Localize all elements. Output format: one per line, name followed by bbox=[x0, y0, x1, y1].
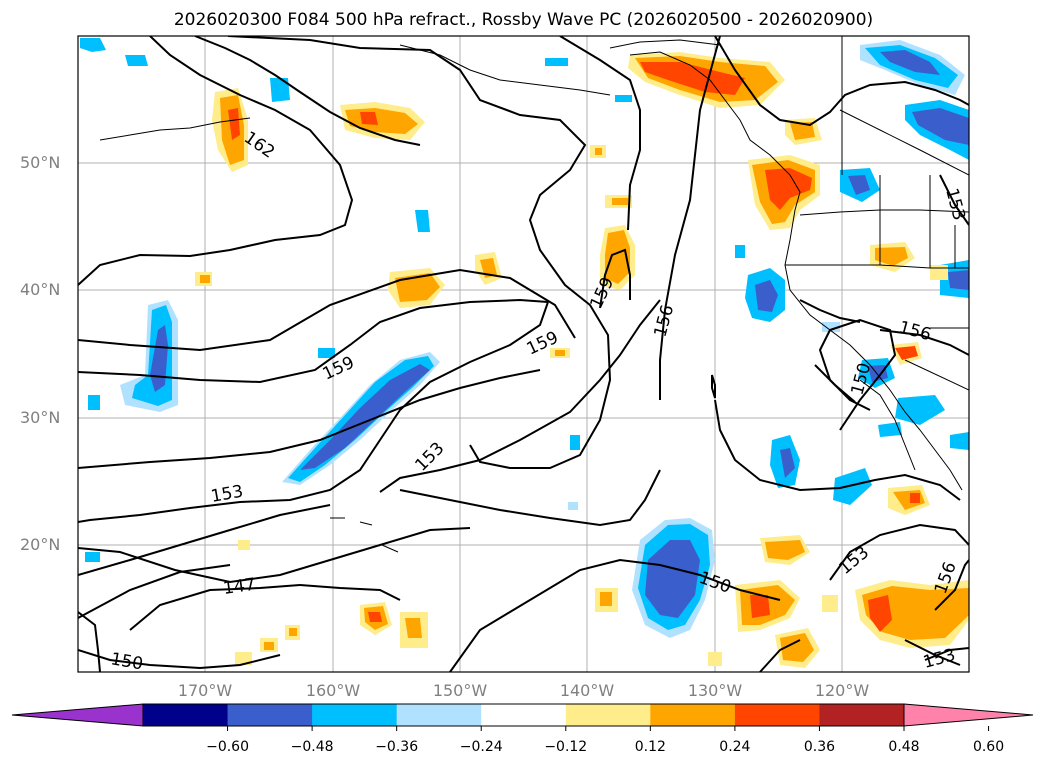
lon-label-120w: 120°W bbox=[814, 681, 870, 700]
colorbar-box bbox=[734, 704, 820, 726]
colorbar-tick-label: −0.12 bbox=[544, 739, 588, 755]
colorbar-box bbox=[565, 704, 651, 726]
contour-159c bbox=[78, 301, 549, 523]
positive-anomalies bbox=[195, 52, 969, 668]
contour-right bbox=[904, 639, 961, 666]
contour-159a bbox=[78, 268, 576, 352]
colorbar-tick-label: 0.12 bbox=[634, 739, 666, 755]
lat-label-50n: 50°N bbox=[20, 153, 61, 172]
contour-159d bbox=[599, 248, 631, 309]
contour-153g bbox=[829, 523, 969, 581]
colorbar-box bbox=[143, 704, 229, 726]
plot-area bbox=[78, 36, 969, 672]
contour-162b bbox=[194, 36, 421, 146]
plot-frame bbox=[77, 35, 970, 673]
colorbar-tick-label: 0.36 bbox=[803, 739, 836, 755]
lon-label-160w: 160°W bbox=[305, 681, 361, 700]
contour-150f bbox=[78, 564, 231, 619]
contour-small bbox=[711, 374, 716, 399]
colorbar-box bbox=[481, 704, 567, 726]
colorbar-extend-low bbox=[11, 703, 144, 727]
contour-156b bbox=[659, 36, 721, 400]
contour-153f bbox=[714, 399, 961, 501]
contour-153a bbox=[78, 369, 541, 469]
contour-label: 150 bbox=[109, 649, 144, 674]
contour-153b bbox=[78, 504, 331, 576]
colorbar-tick-label: −0.60 bbox=[206, 739, 249, 755]
lon-label-130w: 130°W bbox=[687, 681, 743, 700]
lat-label-40n: 40°N bbox=[20, 280, 61, 299]
colorbar-extend-high bbox=[903, 703, 1034, 727]
colorbar-box bbox=[227, 704, 313, 726]
lat-label-30n: 30°N bbox=[20, 408, 61, 427]
contour-153c bbox=[379, 299, 661, 493]
contour-150e bbox=[814, 364, 856, 403]
contours bbox=[78, 36, 969, 672]
colorbar-box bbox=[819, 704, 905, 726]
colorbar-tick-label: −0.24 bbox=[459, 739, 503, 755]
lon-label-140w: 140°W bbox=[559, 681, 615, 700]
colorbar-frame bbox=[142, 703, 905, 727]
gridlines bbox=[78, 36, 969, 672]
lon-label-170w: 170°W bbox=[177, 681, 233, 700]
contour-153i bbox=[799, 299, 861, 323]
colorbar-tick-label: 0.48 bbox=[888, 739, 920, 755]
contour-150c bbox=[449, 558, 781, 672]
contour-153d bbox=[399, 469, 661, 527]
colorbar-box bbox=[312, 704, 398, 726]
contour-156d bbox=[934, 559, 969, 611]
contour-156e bbox=[939, 174, 969, 226]
contour-150b bbox=[78, 649, 281, 670]
contour-153h bbox=[924, 647, 969, 661]
lon-label-150w: 150°W bbox=[432, 681, 488, 700]
colorbar-tick-label: −0.36 bbox=[375, 739, 419, 755]
contour-162 bbox=[78, 36, 354, 286]
contour-156 bbox=[227, 36, 612, 469]
map-plot: 162 159 159 159 156 156 153 153 153 153 … bbox=[77, 35, 970, 674]
lat-label-20n: 20°N bbox=[20, 535, 61, 554]
contour-156c bbox=[879, 329, 969, 356]
contour-153e bbox=[714, 36, 969, 127]
colorbar-tick-label: 0.60 bbox=[972, 739, 1005, 755]
contour-159b bbox=[78, 298, 549, 384]
contour-147c bbox=[299, 584, 401, 601]
negative-anomalies bbox=[80, 38, 969, 638]
contour-156-main bbox=[559, 36, 641, 231]
contour-147a bbox=[78, 527, 471, 584]
contour-label: 147 bbox=[222, 575, 257, 599]
contour-bottom bbox=[759, 639, 801, 672]
contour-150a bbox=[78, 611, 101, 672]
colorbar-box bbox=[650, 704, 736, 726]
colorbar-tick-label: 0.24 bbox=[719, 739, 751, 755]
colorbar-box bbox=[396, 704, 482, 726]
map-title: 2026020300 F084 500 hPa refract., Rossby… bbox=[173, 10, 874, 30]
coastlines bbox=[99, 36, 969, 553]
colorbar-tick-label: −0.48 bbox=[290, 739, 334, 755]
contour-147b bbox=[129, 584, 301, 631]
